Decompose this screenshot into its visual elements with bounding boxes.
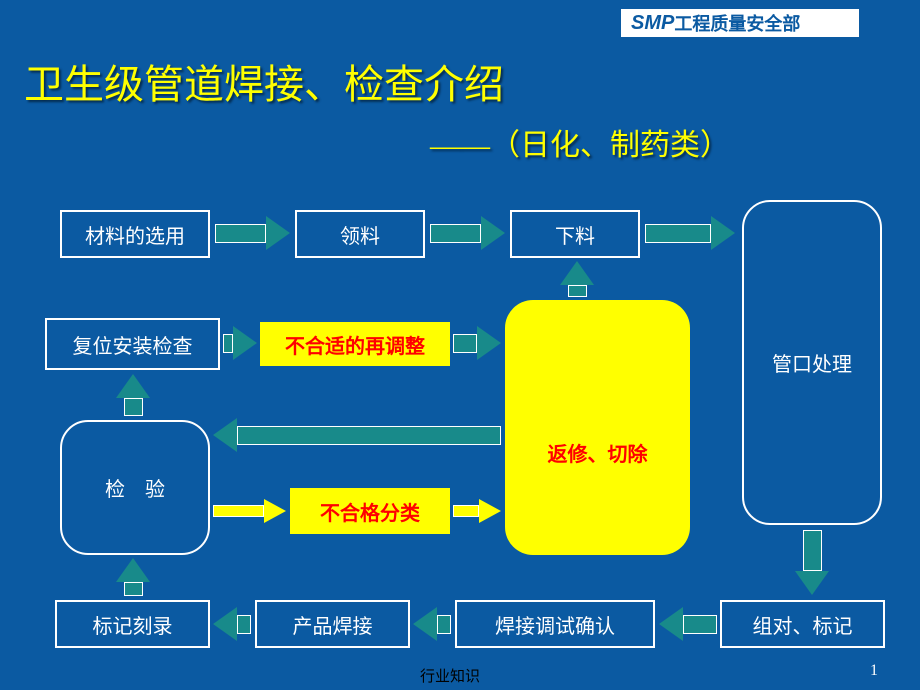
arrow: [453, 326, 501, 360]
flow-node-n12: 焊接调试确认: [455, 600, 655, 648]
arrow: [659, 607, 717, 641]
arrow: [213, 418, 501, 452]
arrow: [453, 499, 501, 523]
arrow: [560, 261, 594, 297]
arrow: [116, 374, 150, 416]
subtitle-dash: ——: [430, 129, 490, 162]
footer-page-number: 1: [870, 662, 878, 680]
header-smp: SMP: [631, 12, 674, 35]
flow-node-n5: 复位安装检查: [45, 318, 220, 370]
flow-node-n7: 返修、切除: [505, 300, 690, 555]
header-box: SMP 工程质量安全部: [620, 8, 860, 38]
arrow: [213, 607, 251, 641]
flow-node-n4: 管口处理: [742, 200, 882, 525]
header-rest: 工程质量安全部: [674, 10, 800, 36]
flow-node-n6: 不合适的再调整: [260, 322, 450, 366]
page-subtitle: ——（日化、制药类）: [430, 120, 730, 164]
flow-node-n9: 不合格分类: [290, 488, 450, 534]
flow-node-n13: 组对、标记: [720, 600, 885, 648]
flow-node-n2: 领料: [295, 210, 425, 258]
subtitle-text: （日化、制药类）: [490, 129, 730, 162]
flow-node-n11: 产品焊接: [255, 600, 410, 648]
arrow: [413, 607, 451, 641]
arrow: [795, 530, 829, 595]
arrow: [645, 216, 735, 250]
flow-node-n1: 材料的选用: [60, 210, 210, 258]
page-title: 卫生级管道焊接、检查介绍: [24, 52, 504, 110]
arrow: [223, 326, 257, 360]
flow-node-n3: 下料: [510, 210, 640, 258]
arrow: [116, 558, 150, 596]
arrow: [215, 216, 290, 250]
footer-center: 行业知识: [420, 665, 480, 686]
arrow: [430, 216, 505, 250]
flow-node-n10: 标记刻录: [55, 600, 210, 648]
arrow: [213, 499, 286, 523]
flow-node-n8: 检 验: [60, 420, 210, 555]
